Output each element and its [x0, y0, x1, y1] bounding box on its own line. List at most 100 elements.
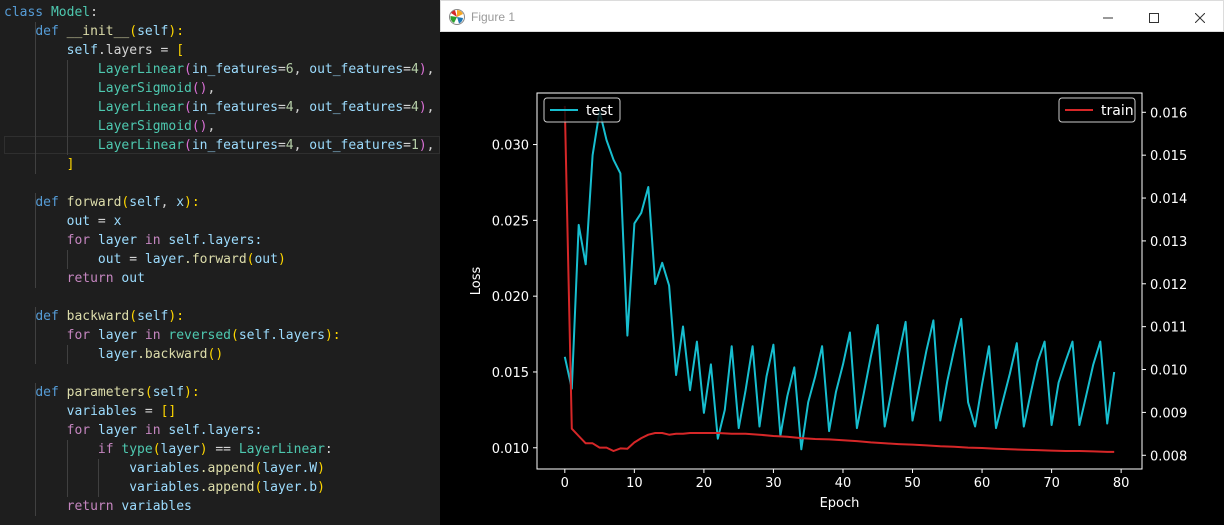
- code-token: LayerLinear: [97, 138, 185, 153]
- y-right-tick-label: 0.014: [1150, 192, 1187, 207]
- code-token: 6: [285, 62, 294, 77]
- code-token: (: [152, 442, 161, 457]
- code-token: ): [418, 62, 427, 77]
- code-token: variables: [129, 480, 200, 495]
- code-token: in: [144, 233, 169, 248]
- code-token: backward: [66, 309, 130, 324]
- code-token: self: [152, 385, 185, 400]
- indent-guide: [35, 307, 37, 364]
- code-token: 4: [411, 100, 419, 115]
- code-token: self: [137, 24, 169, 39]
- indent-guide: [66, 440, 68, 497]
- y-left-tick-label: 0.030: [492, 139, 529, 154]
- code-token: parameters: [66, 385, 145, 400]
- code-token: self: [168, 423, 200, 438]
- code-token: ):: [184, 385, 200, 400]
- code-token: (: [184, 100, 192, 115]
- indent-guide: [66, 345, 68, 364]
- series-line-test: [563, 110, 1116, 451]
- code-token: out: [121, 271, 145, 286]
- code-line[interactable]: LayerLinear(in_features=6, out_features=…: [4, 60, 440, 79]
- code-line[interactable]: variables.append(layer.W): [4, 459, 325, 478]
- code-line[interactable]: return out: [4, 269, 145, 288]
- loss-chart[interactable]: 0 10 20 30 40 50 60 70 80 0.010 0.015 0.020 0.025 0.0…: [440, 32, 1224, 525]
- code-token: 1: [411, 138, 419, 153]
- code-token: ,: [207, 81, 216, 96]
- code-line[interactable]: for layer in self.layers:: [4, 231, 263, 250]
- code-token: LayerSigmoid: [97, 81, 192, 96]
- code-token: self: [238, 328, 271, 343]
- code-token: for: [66, 233, 98, 248]
- code-line[interactable]: out = layer.forward(out): [4, 250, 286, 269]
- code-line[interactable]: return variables: [4, 497, 192, 516]
- y-right-tick-label: 0.015: [1150, 149, 1187, 164]
- code-line[interactable]: variables = []: [4, 402, 177, 421]
- code-line[interactable]: variables.append(layer.b): [4, 478, 325, 497]
- code-line[interactable]: out = x: [4, 212, 122, 231]
- window-titlebar[interactable]: Figure 1: [440, 0, 1224, 32]
- code-token: LayerLinear: [238, 442, 325, 457]
- code-token: in: [144, 328, 169, 343]
- code-token: out_features: [309, 62, 404, 77]
- code-line[interactable]: layer.backward(): [4, 345, 223, 364]
- code-line[interactable]: class Model:: [4, 3, 98, 22]
- code-token: in_features: [191, 100, 278, 115]
- code-token: :: [90, 5, 98, 20]
- code-token: ):: [168, 309, 185, 324]
- code-token: [4, 404, 67, 419]
- code-token: []: [160, 404, 177, 419]
- code-token: [4, 499, 67, 514]
- code-token: (: [129, 309, 138, 324]
- code-token: =: [403, 100, 411, 115]
- code-token: [4, 214, 67, 229]
- code-token: .layers:: [199, 423, 263, 438]
- code-token: (: [144, 385, 153, 400]
- maximize-button[interactable]: [1131, 1, 1177, 33]
- code-token: ,: [426, 100, 435, 115]
- code-token: (): [191, 119, 208, 134]
- code-token: (: [121, 195, 130, 210]
- code-line[interactable]: for layer in reversed(self.layers):: [4, 326, 341, 345]
- code-token: return: [66, 499, 122, 514]
- code-token: ): [317, 461, 325, 476]
- code-line[interactable]: self.layers = [: [4, 41, 184, 60]
- code-editor[interactable]: class Model: def __init__(self): self.la…: [0, 0, 440, 525]
- close-button[interactable]: [1177, 1, 1223, 33]
- code-line[interactable]: LayerSigmoid(),: [4, 117, 215, 136]
- code-token: (: [184, 138, 192, 153]
- matplotlib-logo-icon: [448, 8, 466, 26]
- code-token: ): [277, 252, 286, 267]
- code-line[interactable]: LayerLinear(in_features=4, out_features=…: [4, 136, 435, 155]
- code-line[interactable]: LayerSigmoid(),: [4, 79, 215, 98]
- code-token: [4, 81, 98, 96]
- current-line-highlight: [4, 136, 440, 154]
- y-left-tick-label: 0.010: [492, 442, 529, 457]
- code-token: variables: [66, 404, 138, 419]
- code-line[interactable]: for layer in self.layers:: [4, 421, 263, 440]
- legend-label-test: test: [586, 103, 613, 119]
- code-line[interactable]: def __init__(self):: [4, 22, 184, 41]
- figure-window: Figure 1 0 10 20 30 40 50 60 70 80 0.010 0.015 0.02…: [440, 0, 1224, 525]
- code-line[interactable]: if type(layer) == LayerLinear:: [4, 440, 333, 459]
- code-token: [4, 385, 35, 400]
- code-token: [4, 157, 67, 172]
- code-token: layer: [262, 480, 302, 495]
- code-line[interactable]: def forward(self, x):: [4, 193, 199, 212]
- code-token: [4, 62, 98, 77]
- code-token: layer: [97, 233, 145, 248]
- legend-box-test: [543, 97, 621, 123]
- minimize-icon: [1103, 8, 1113, 27]
- y-right-tick-label: 0.013: [1150, 235, 1187, 250]
- code-token: (: [184, 62, 192, 77]
- code-token: [4, 119, 98, 134]
- code-line[interactable]: LayerLinear(in_features=4, out_features=…: [4, 98, 435, 117]
- y-left-tick-label: 0.020: [492, 290, 529, 305]
- code-line[interactable]: def backward(self):: [4, 307, 184, 326]
- code-token: =: [403, 138, 411, 153]
- code-line[interactable]: ]: [4, 155, 75, 174]
- minimize-button[interactable]: [1085, 1, 1131, 33]
- code-line[interactable]: def parameters(self):: [4, 383, 200, 402]
- code-token: type: [121, 442, 153, 457]
- code-token: .layers: [270, 328, 325, 343]
- code-token: (: [254, 480, 263, 495]
